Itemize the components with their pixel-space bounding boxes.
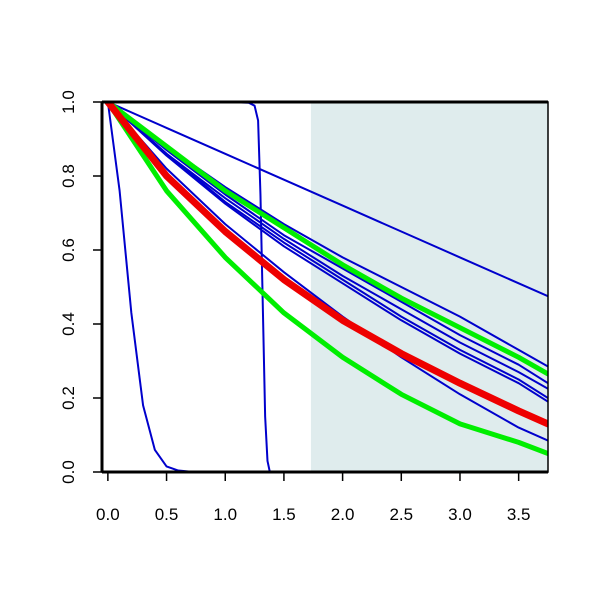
y-tick-label: 1.0 (59, 90, 78, 114)
x-tick-label: 0.0 (96, 505, 120, 524)
series-line-5 (106, 102, 548, 385)
series-line-11 (105, 102, 548, 456)
series-line-7 (106, 102, 548, 399)
series-line-8 (106, 102, 548, 403)
x-tick-label: 1.5 (272, 505, 296, 524)
x-tick-label: 3.5 (507, 505, 531, 524)
y-tick-label: 0.4 (59, 312, 78, 336)
series-line-10 (105, 102, 548, 377)
x-tick-label: 0.5 (155, 505, 179, 524)
y-tick-label: 0.0 (59, 460, 78, 484)
x-tick-label: 1.0 (213, 505, 237, 524)
series-layer (104, 102, 548, 472)
series-line-12 (104, 102, 548, 428)
series-line-3 (106, 102, 548, 298)
y-axis-ticks: 0.0 0.2 0.4 0.6 0.8 1.0 (59, 90, 102, 484)
x-tick-label: 3.0 (448, 505, 472, 524)
y-tick-label: 0.2 (59, 386, 78, 410)
x-tick-label: 2.5 (389, 505, 413, 524)
shaded-region (310, 102, 548, 472)
y-tick-label: 0.8 (59, 164, 78, 188)
y-tick-label: 0.6 (59, 238, 78, 262)
x-tick-label: 2.0 (331, 505, 355, 524)
x-axis-ticks: 0.0 0.5 1.0 1.5 2.0 2.5 3.0 3.5 (96, 472, 530, 524)
